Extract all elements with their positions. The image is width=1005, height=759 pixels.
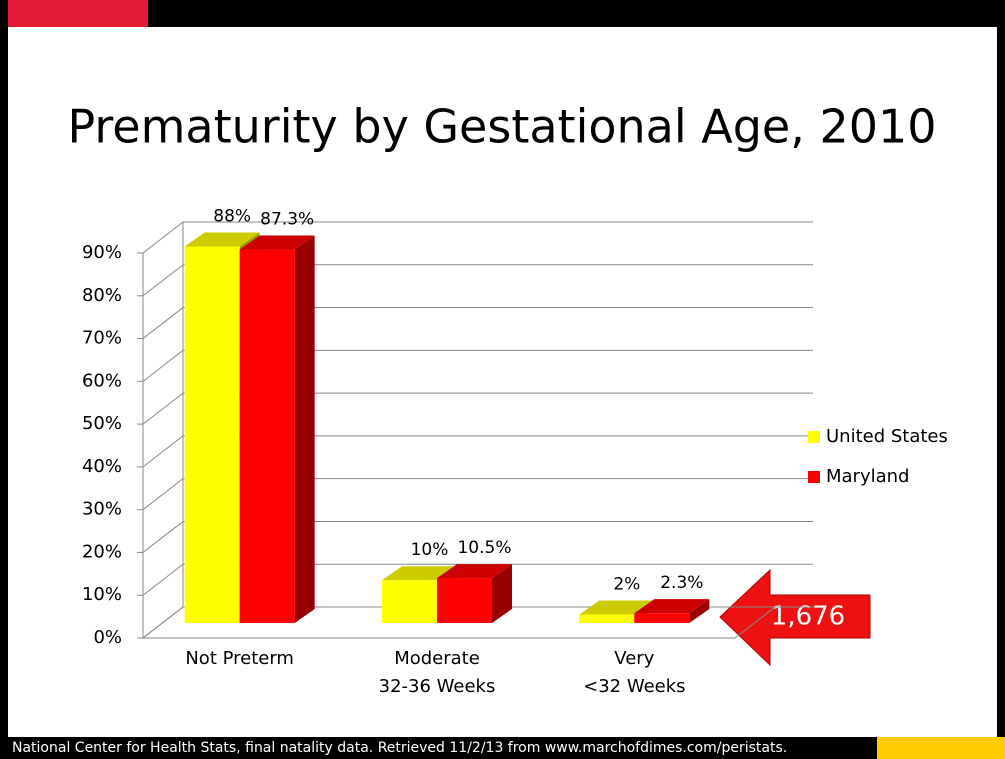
x-tick-label: Not Preterm [185,648,294,669]
right-border [997,0,1005,759]
bar-top [239,235,315,250]
y-tick-label: 60% [82,370,122,391]
bar-top [382,566,457,581]
footer-accent [877,737,1005,759]
arrow [719,568,871,667]
legend-label: Maryland [826,466,909,487]
data-label: 88% [213,207,251,227]
grid-line [142,392,184,425]
annotation: 1,676 [771,602,845,632]
chart-title: Prematurity by Gestational Age, 2010 [67,100,936,154]
bar-side [689,599,710,623]
y-tick-label: 50% [82,413,122,434]
bar-top [634,599,710,614]
bar-top [437,564,512,579]
data-label: 87.3% [260,210,314,230]
y-tick-label: 0% [93,627,122,648]
x-tick-label: Moderate 32-36 Weeks [378,648,496,697]
bar [437,578,492,623]
data-label: 10% [411,540,449,560]
bar [184,246,240,624]
legend-label: United States [826,426,948,447]
grid-line [142,435,184,468]
bar-side [294,235,315,624]
grid-line [142,221,184,254]
bar-top [184,232,260,247]
legend-swatch [808,471,820,483]
bar [239,249,295,624]
bar [634,613,690,623]
y-tick-label: 20% [82,541,122,562]
data-label: 2.3% [660,573,703,593]
footer-bar [0,737,1005,759]
grid-line [142,563,184,596]
top-bar [148,0,1005,27]
data-label: 2% [613,574,640,594]
left-border [0,0,8,759]
grid-line [142,478,184,511]
y-tick-label: 70% [82,328,122,349]
grid-line [142,349,184,382]
y-tick-label: 90% [82,242,122,263]
x-tick-label: Very <32 Weeks [583,648,686,697]
y-tick-label: 30% [82,499,122,520]
grid-line [142,307,184,339]
bar-top [579,600,655,615]
grid-line [142,521,184,553]
y-tick-label: 40% [82,456,122,477]
source: National Center for Health Stats, final … [12,740,787,756]
grid-line [142,606,184,639]
legend-swatch [808,431,820,443]
y-tick-label: 80% [82,285,122,306]
bar [579,614,635,623]
data-label: 10.5% [457,538,511,558]
bar-side [492,564,512,623]
top-bar-red [0,0,148,27]
y-tick-label: 10% [82,584,122,605]
grid-line [142,264,184,297]
bar [382,580,437,623]
